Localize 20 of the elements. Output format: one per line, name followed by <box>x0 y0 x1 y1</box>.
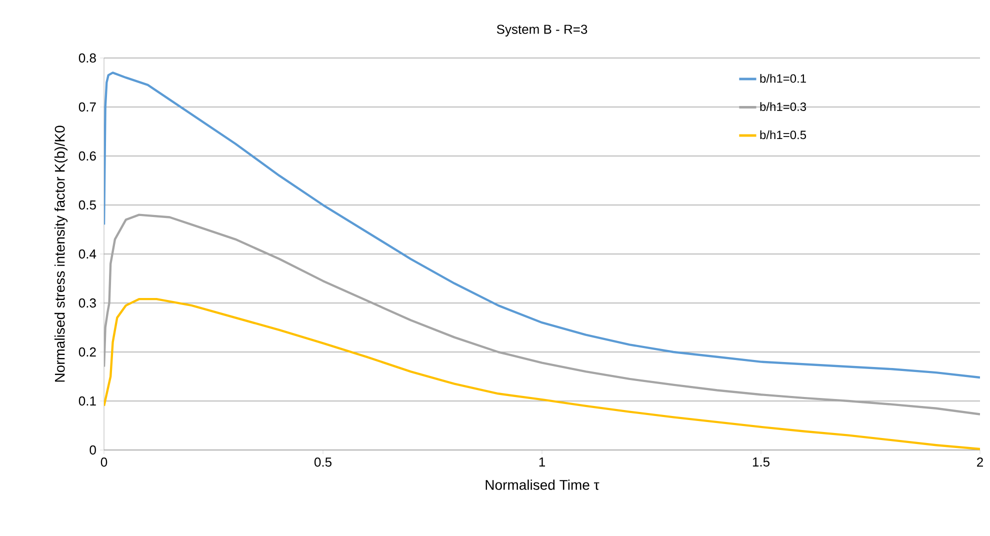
x-tick-label: 1.5 <box>752 458 770 467</box>
legend-label: b/h1=0.5 <box>760 130 806 140</box>
y-tick-label: 0.3 <box>78 298 96 308</box>
x-tick-label: 0 <box>100 458 108 467</box>
x-tick-label: 1 <box>539 458 545 466</box>
x-axis-title: Normalised Time τ <box>486 480 600 490</box>
y-tick-label: 0.7 <box>78 102 96 112</box>
y-tick-label: 0.4 <box>78 249 96 259</box>
legend-label: b/h1=0.1 <box>760 74 806 83</box>
y-tick-label: 0.6 <box>78 151 96 161</box>
y-tick-label: 0.5 <box>78 200 96 210</box>
y-tick-label: 0.2 <box>78 347 96 357</box>
y-tick-label: 0.8 <box>78 53 96 63</box>
x-tick-label: 0.5 <box>314 458 332 467</box>
y-tick-label: 0 <box>90 445 96 455</box>
y-tick-label: 0.1 <box>78 396 96 406</box>
chart-title: System B - R=3 <box>496 24 588 36</box>
legend-label: b/h1=0.3 <box>760 102 806 111</box>
y-axis-title: Normalised stress intensity factor K(b)/K0 <box>54 126 68 382</box>
x-tick-label: 2 <box>977 458 983 467</box>
